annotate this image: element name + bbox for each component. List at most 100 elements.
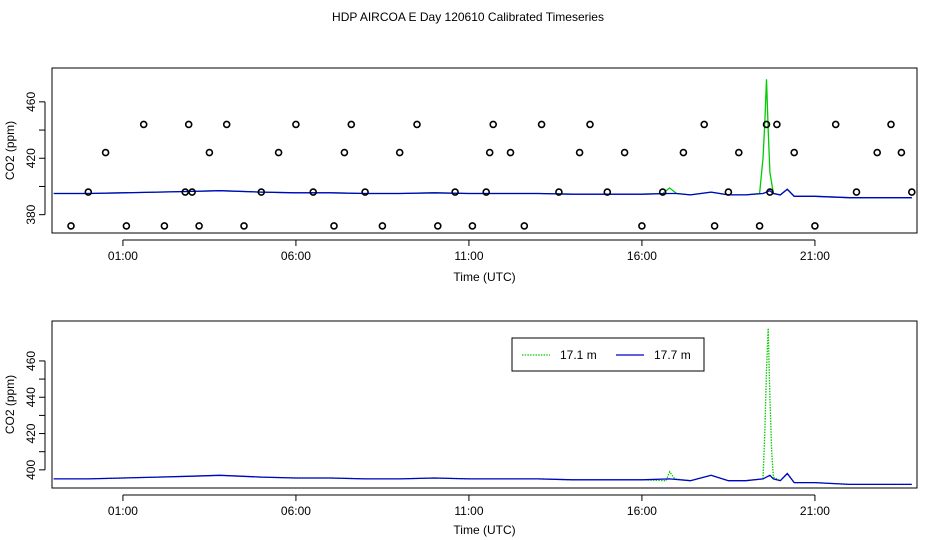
scatter-point <box>451 188 459 196</box>
bottom-x-axis: 01:00 06:00 11:00 16:00 21:00 <box>108 494 830 518</box>
scatter-point <box>195 222 203 230</box>
y-tick-label: 440 <box>24 387 38 407</box>
scatter-point <box>734 148 743 157</box>
bottom-y-axis-label: CO2 (ppm) <box>3 375 17 434</box>
scatter-point <box>274 148 283 157</box>
scatter-point <box>485 148 494 157</box>
chart-title: HDP AIRCOA E Day 120610 Calibrated Times… <box>332 10 604 24</box>
scatter-point <box>575 148 584 157</box>
x-tick-label: 11:00 <box>454 504 483 518</box>
scatter-point <box>340 148 349 157</box>
bottom-green-series <box>53 328 912 486</box>
x-tick-label: 06:00 <box>281 249 311 263</box>
bottom-y-axis: 400 420 440 460 <box>24 351 46 480</box>
scatter-point <box>181 188 189 196</box>
x-tick-label: 01:00 <box>108 249 138 263</box>
top-series-line-blue <box>53 188 912 199</box>
legend-label-17-7m: 17.7 m <box>654 348 691 362</box>
bottom-plot-frame <box>51 320 918 489</box>
scatter-point <box>361 188 369 196</box>
scatter-point <box>679 148 688 157</box>
scatter-point <box>330 222 338 230</box>
top-panel: 01:00 06:00 11:00 16:00 21:00 380 420 460 Time… <box>3 67 918 284</box>
scatter-point <box>658 188 667 196</box>
y-tick-label: 420 <box>24 423 38 443</box>
scatter-point <box>907 188 916 196</box>
scatter-point <box>122 222 131 230</box>
scatter-point <box>603 188 612 196</box>
bottom-panel: 01:00 06:00 11:00 16:00 21:00 400 420 440 460 T… <box>3 320 918 537</box>
scatter-point <box>139 120 148 129</box>
legend-label-17-1m: 17.1 m <box>560 348 597 362</box>
scatter-point <box>790 148 799 157</box>
bottom-x-axis-label: Time (UTC) <box>453 523 515 537</box>
scatter-point <box>700 120 709 129</box>
bottom-series-line-blue <box>53 472 912 486</box>
top-points <box>67 120 916 230</box>
scatter-point <box>638 222 646 230</box>
scatter-point <box>188 188 196 196</box>
scatter-point <box>831 120 840 129</box>
scatter-point <box>395 148 404 157</box>
scatter-point <box>811 222 819 230</box>
y-tick-label: 400 <box>24 460 38 480</box>
top-green-series <box>53 79 912 199</box>
scatter-point <box>873 148 882 157</box>
scatter-point <box>222 120 231 129</box>
scatter-point <box>240 222 248 230</box>
scatter-point <box>506 148 515 157</box>
scatter-point <box>897 148 906 157</box>
top-x-axis: 01:00 06:00 11:00 16:00 21:00 <box>108 239 830 263</box>
scatter-point <box>762 120 771 129</box>
top-blue-series <box>53 188 912 199</box>
scatter-point <box>468 222 477 230</box>
scatter-point <box>292 120 300 129</box>
scatter-point <box>160 222 169 230</box>
x-tick-label: 01:00 <box>108 504 138 518</box>
top-series-line-green <box>53 79 912 199</box>
scatter-point <box>586 120 594 129</box>
scatter-point <box>184 120 193 129</box>
scatter-point <box>852 188 861 196</box>
scatter-point <box>520 222 529 230</box>
y-tick-label: 460 <box>24 351 38 371</box>
scatter-point <box>620 148 629 157</box>
top-plot-frame <box>51 67 918 234</box>
scatter-point <box>257 188 266 196</box>
top-x-axis-label: Time (UTC) <box>453 270 515 284</box>
scatter-point <box>433 222 442 230</box>
scatter-point <box>67 222 75 230</box>
x-tick-label: 21:00 <box>800 504 830 518</box>
scatter-point <box>378 222 387 230</box>
scatter-point <box>773 120 781 129</box>
scatter-point <box>84 188 93 196</box>
scatter-point <box>755 222 764 230</box>
y-tick-label: 380 <box>24 204 38 224</box>
scatter-point <box>766 188 774 196</box>
x-tick-label: 11:00 <box>454 249 483 263</box>
scatter-point <box>555 188 563 196</box>
scatter-point <box>413 120 421 129</box>
y-tick-label: 420 <box>24 148 38 168</box>
scatter-point <box>724 188 733 196</box>
scatter-point <box>489 120 498 129</box>
y-tick-label: 460 <box>24 92 38 112</box>
bottom-blue-series <box>53 472 912 486</box>
scatter-point <box>887 120 895 129</box>
x-tick-label: 16:00 <box>627 504 657 518</box>
bottom-series-line-green <box>53 328 912 486</box>
x-tick-label: 21:00 <box>800 249 830 263</box>
scatter-point <box>309 188 318 196</box>
x-tick-label: 06:00 <box>281 504 311 518</box>
scatter-point <box>537 120 546 129</box>
scatter-point <box>101 148 110 157</box>
scatter-point <box>482 188 491 196</box>
scatter-point <box>710 222 719 230</box>
scatter-point <box>347 120 356 129</box>
top-y-axis-label: CO2 (ppm) <box>3 121 17 180</box>
x-tick-label: 16:00 <box>627 249 657 263</box>
legend: 17.1 m 17.7 m <box>511 337 705 372</box>
scatter-point <box>205 148 214 157</box>
top-y-axis: 380 420 460 <box>24 92 46 225</box>
